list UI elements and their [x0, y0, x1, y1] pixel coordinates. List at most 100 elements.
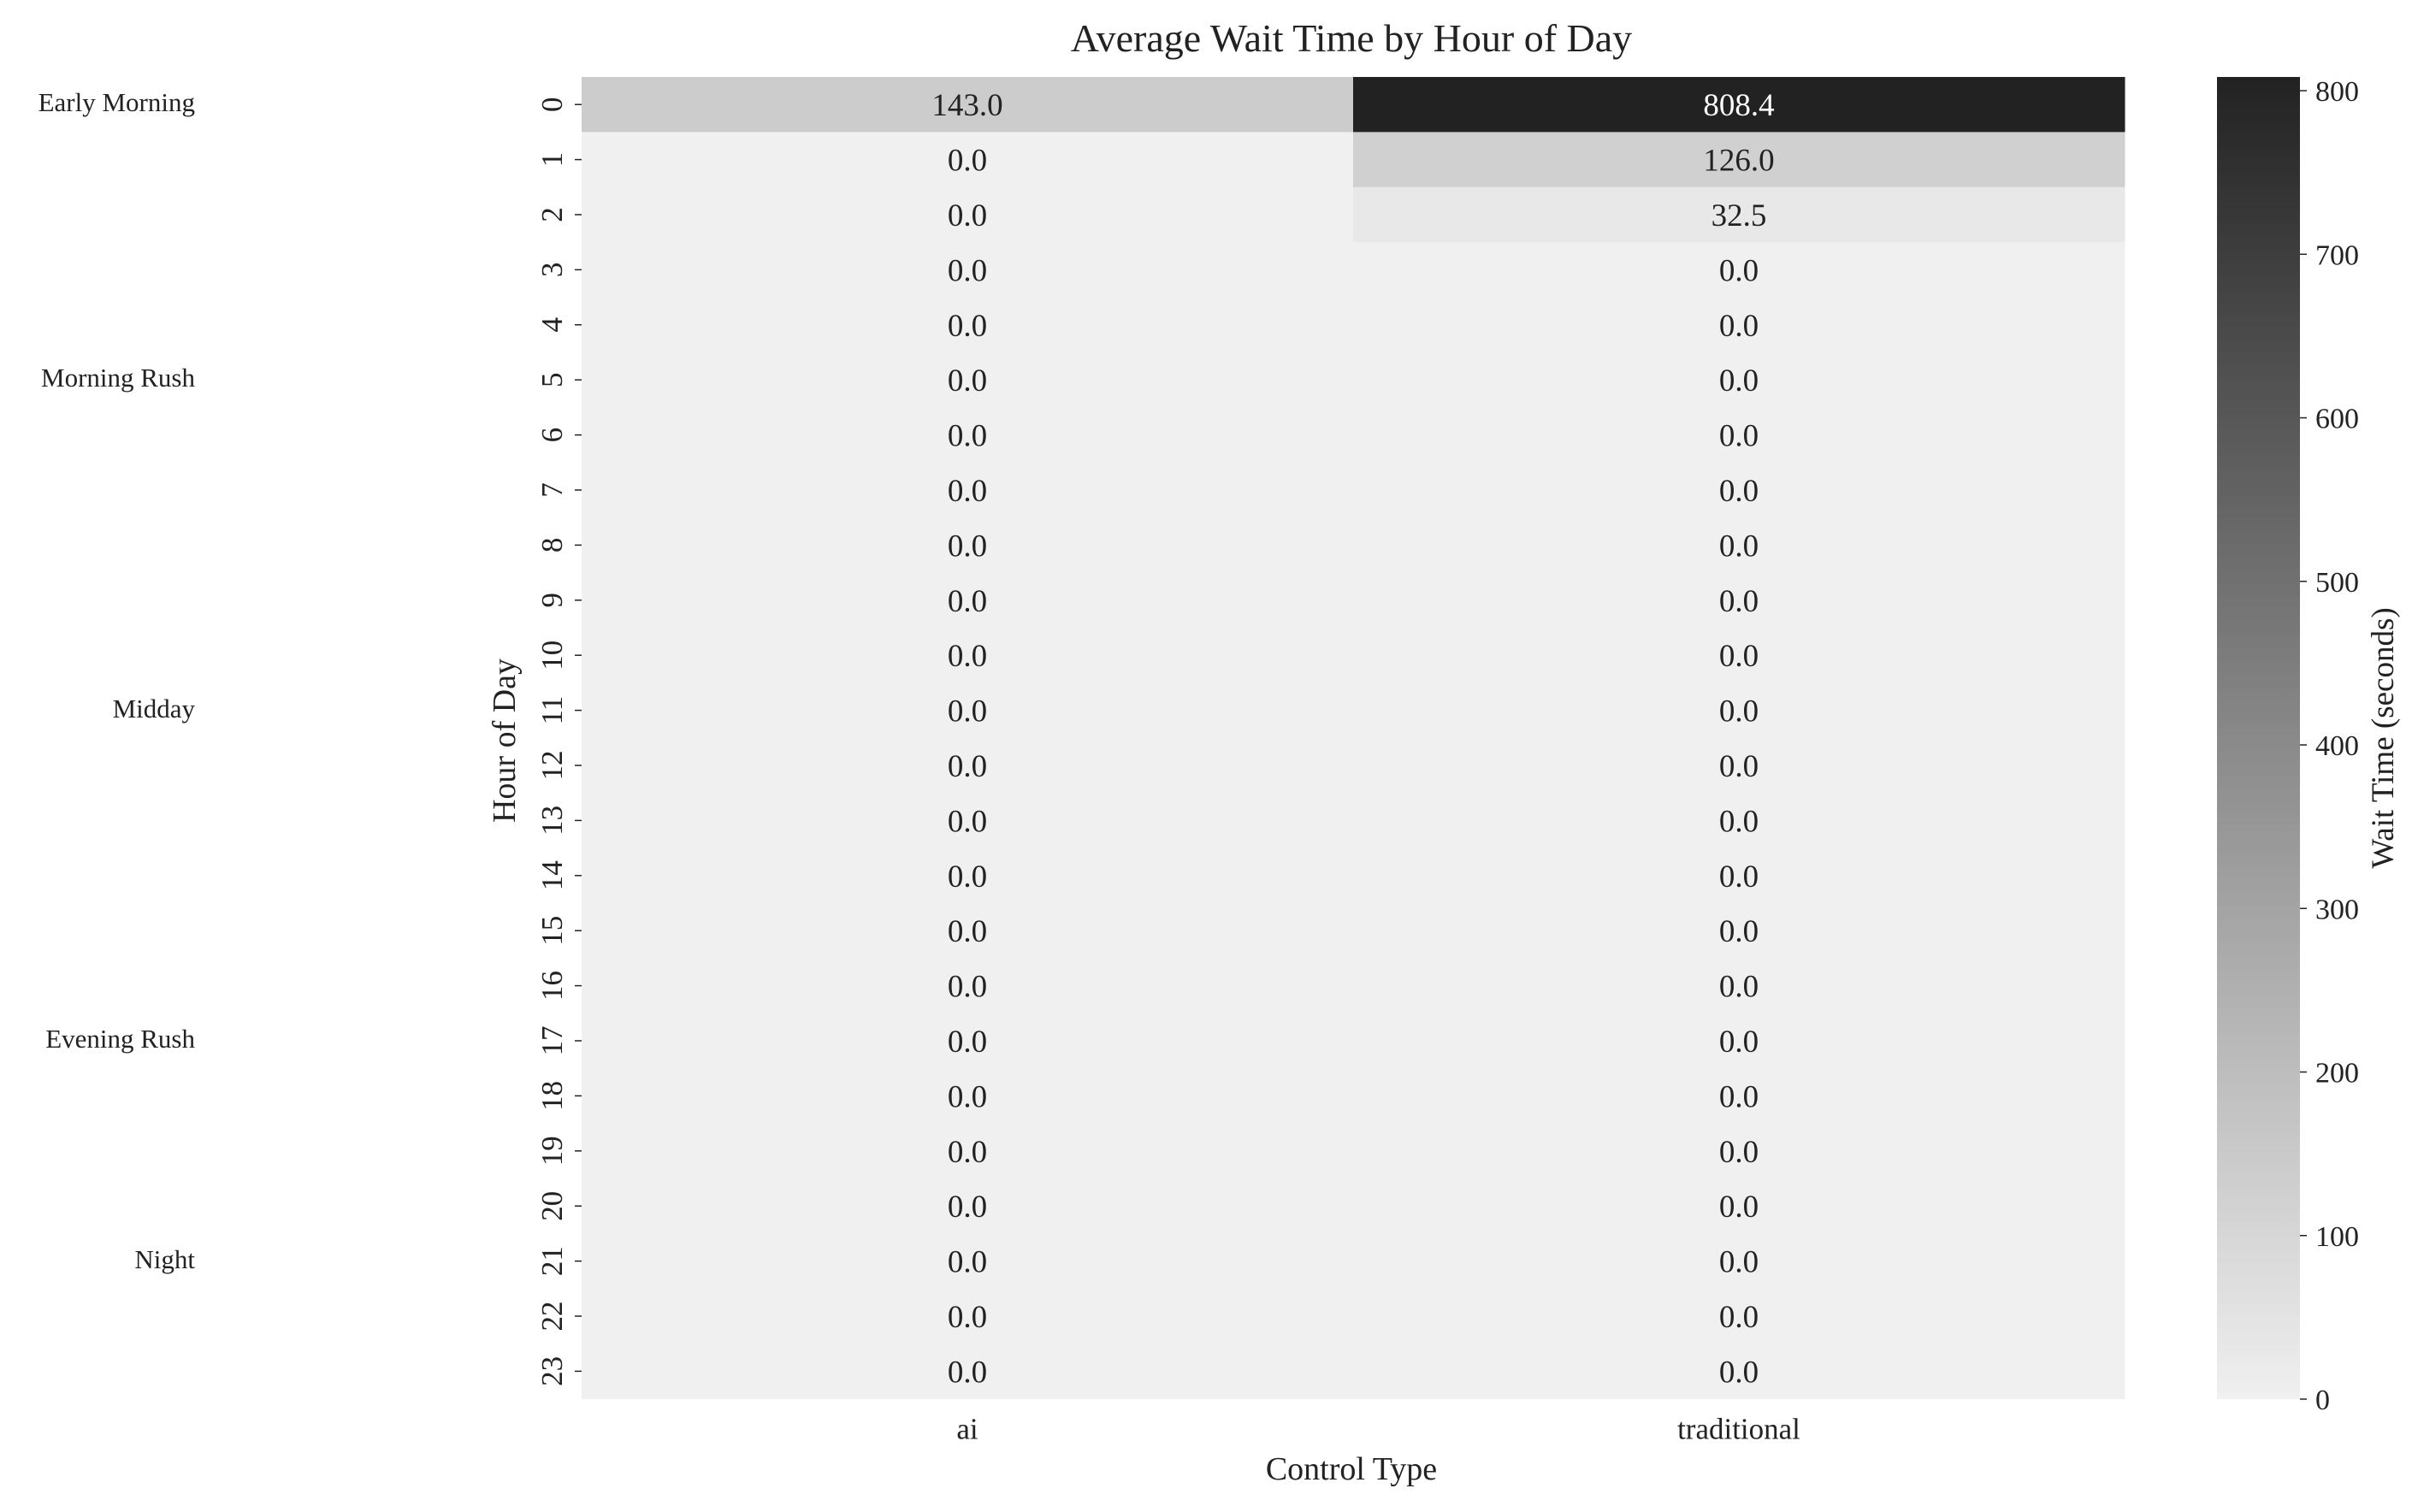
heatmap-cell	[1353, 1123, 2125, 1179]
heatmap-cell	[582, 132, 1354, 188]
heatmap-cell	[582, 407, 1354, 464]
heatmap-cell	[1353, 1178, 2125, 1234]
cell-value-label: 0.0	[948, 749, 987, 784]
y-tick-label: 23	[535, 1356, 569, 1386]
heatmap-cell	[1353, 1013, 2125, 1069]
y-tick-label: 16	[535, 971, 569, 1001]
heatmap-cell	[1353, 77, 2125, 133]
heatmap-cell	[582, 242, 1354, 298]
heatmap-cell	[582, 682, 1354, 739]
heatmap-cell	[582, 572, 1354, 629]
cell-value-label: 0.0	[948, 1245, 987, 1280]
cell-value-label: 0.0	[948, 584, 987, 619]
cell-value-label: 32.5	[1711, 198, 1767, 233]
heatmap-cell	[582, 77, 1354, 133]
cell-value-label: 0.0	[1719, 859, 1759, 895]
cell-value-label: 0.0	[1719, 253, 1759, 288]
colorbar-tick-label: 800	[2315, 76, 2359, 108]
heatmap-cell	[1353, 407, 2125, 464]
heatmap-cell	[1353, 1068, 2125, 1125]
cell-value-label: 0.0	[948, 1300, 987, 1335]
cell-value-label: 0.0	[1719, 1079, 1759, 1114]
heatmap-cell	[1353, 1233, 2125, 1290]
period-label: Night	[134, 1243, 195, 1274]
cell-value-label: 808.4	[1703, 88, 1774, 123]
heatmap-cell	[582, 1178, 1354, 1234]
cell-value-label: 0.0	[948, 1190, 987, 1225]
heatmap-cell	[1353, 132, 2125, 188]
cell-value-label: 0.0	[1719, 309, 1759, 344]
cell-value-label: 0.0	[948, 419, 987, 454]
y-tick-label: 18	[535, 1081, 569, 1111]
colorbar-tick-label: 400	[2315, 730, 2359, 762]
y-tick-label: 19	[535, 1136, 569, 1166]
heatmap-cell	[582, 737, 1354, 794]
cell-value-label: 0.0	[948, 859, 987, 895]
cell-value-label: 0.0	[948, 914, 987, 949]
y-axis-label: Hour of Day	[487, 659, 523, 823]
heatmap-cell	[1353, 352, 2125, 408]
cell-value-label: 0.0	[1719, 529, 1759, 564]
y-tick-label: 21	[535, 1246, 569, 1276]
cell-value-label: 0.0	[948, 144, 987, 179]
heatmap-cell	[1353, 793, 2125, 849]
cell-value-label: 0.0	[948, 474, 987, 509]
cell-value-label: 0.0	[1719, 419, 1759, 454]
heatmap-cell	[1353, 242, 2125, 298]
cell-value-label: 0.0	[948, 363, 987, 399]
heatmap-cell	[582, 848, 1354, 904]
y-tick-label: 1	[535, 152, 569, 168]
cell-value-label: 0.0	[1719, 474, 1759, 509]
cell-value-label: 0.0	[948, 694, 987, 729]
cell-value-label: 126.0	[1703, 144, 1774, 179]
cell-value-label: 0.0	[1719, 639, 1759, 674]
heatmap-cell	[1353, 737, 2125, 794]
cell-value-label: 0.0	[948, 1135, 987, 1170]
heatmap-cell	[582, 352, 1354, 408]
heatmap-cell	[582, 1344, 1354, 1400]
heatmap-cell	[582, 186, 1354, 243]
colorbar-tick-label: 200	[2315, 1058, 2359, 1090]
heatmap-cell	[1353, 628, 2125, 683]
cell-value-label: 0.0	[1719, 584, 1759, 619]
cell-value-label: 0.0	[1719, 804, 1759, 839]
heatmap-cell	[582, 1123, 1354, 1179]
cell-value-label: 143.0	[931, 88, 1002, 123]
y-tick-label: 2	[535, 207, 569, 222]
y-tick-label: 3	[535, 263, 569, 278]
cell-value-label: 0.0	[1719, 694, 1759, 729]
heatmap-cell	[582, 793, 1354, 849]
period-label: Morning Rush	[41, 363, 195, 393]
heatmap-cell	[1353, 517, 2125, 574]
heatmap-cell	[1353, 903, 2125, 959]
y-tick-label: 7	[535, 482, 569, 498]
x-tick-labels: ai traditional	[956, 1413, 1800, 1446]
chart-title: Average Wait Time by Hour of Day	[1071, 16, 1632, 60]
colorbar-tick-label: 600	[2315, 404, 2359, 435]
y-tick-label: 0	[535, 97, 569, 112]
y-tick-label: 13	[535, 806, 569, 836]
cell-value-label: 0.0	[1719, 914, 1759, 949]
cell-value-label: 0.0	[1719, 1190, 1759, 1225]
y-tick-label: 22	[535, 1302, 569, 1332]
cell-value-label: 0.0	[948, 253, 987, 288]
cell-value-label: 0.0	[948, 309, 987, 344]
cell-value-label: 0.0	[948, 529, 987, 564]
y-tick-label: 9	[535, 593, 569, 608]
cell-value-label: 0.0	[948, 639, 987, 674]
period-label: Midday	[112, 693, 195, 724]
cell-value-label: 0.0	[1719, 1025, 1759, 1060]
cell-value-label: 0.0	[948, 1025, 987, 1060]
heatmap-cell	[1353, 572, 2125, 629]
heatmap-cell	[1353, 297, 2125, 353]
y-tick-label: 8	[535, 538, 569, 553]
colorbar-tick-label: 300	[2315, 894, 2359, 925]
heatmap-cell	[582, 628, 1354, 683]
heatmap-cell	[582, 297, 1354, 353]
y-tick-label: 6	[535, 428, 569, 442]
colorbar	[2217, 77, 2300, 1399]
heatmap-cells: 143.0 808.4 0.0 126.0 0.0 32.5 0.0 0.0 0.0 0.0 0.0…	[582, 77, 2125, 1400]
y-tick-label: 20	[535, 1191, 569, 1221]
cell-value-label: 0.0	[948, 970, 987, 1005]
